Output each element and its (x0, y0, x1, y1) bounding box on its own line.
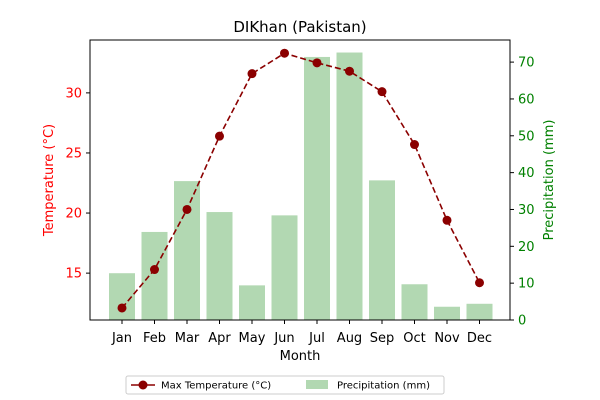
precipitation-bar-may (239, 285, 265, 320)
legend-frame (125, 375, 445, 395)
temperature-point-oct (410, 140, 419, 150)
y-right-tick-label-70: 70 (518, 56, 535, 71)
x-tick-label-apr: Apr (208, 331, 231, 346)
temperature-point-jun (280, 48, 289, 58)
temperature-point-mar (182, 204, 192, 214)
temperature-line-layer (117, 48, 484, 313)
x-tick-label-sep: Sep (370, 331, 395, 346)
y-axis-left-label: Temperature (°C) (42, 124, 57, 237)
y-right-tick-label-20: 20 (518, 240, 535, 255)
y-right-tick-label-50: 50 (518, 129, 535, 144)
y-left-tick-label-30: 30 (65, 86, 82, 101)
axes-layer: Jan Feb Mar Apr May Jun Jul Aug Sep Oct Nov Dec 15 20… (65, 39, 535, 346)
precipitation-bar-dec (466, 303, 493, 320)
x-tick-label-oct: Oct (403, 331, 425, 346)
temperature-point-nov (442, 215, 452, 225)
precipitation-bar-mar (174, 181, 200, 320)
y-right-tick-label-60: 60 (518, 92, 535, 107)
x-tick-label-jun: Jun (273, 331, 294, 346)
x-tick-label-dec: Dec (467, 331, 492, 346)
plot-frame (89, 39, 511, 321)
legend: Max Temperature (°C) Precipitation (mm) (125, 375, 445, 395)
labels-layer: DIKhan (Pakistan) Month Temperature (°C)… (42, 18, 557, 364)
x-axis-label: Month (280, 349, 321, 364)
precipitation-bar-feb (141, 231, 168, 320)
temperature-point-aug (345, 66, 354, 76)
legend-label-temperature: Max Temperature (°C) (161, 381, 271, 392)
precipitation-bar-jul (304, 56, 330, 320)
x-tick-label-feb: Feb (143, 331, 166, 346)
temperature-point-dec (475, 278, 484, 288)
x-tick-label-aug: Aug (337, 331, 362, 346)
y-left-tick-label-25: 25 (65, 146, 82, 161)
temperature-point-jul (312, 58, 322, 68)
y-left-tick-label-20: 20 (65, 207, 82, 222)
precipitation-bars (109, 52, 493, 320)
precipitation-bar-jun (271, 215, 298, 320)
precipitation-bar-aug (336, 52, 363, 320)
temperature-point-feb (150, 265, 159, 275)
legend-label-precipitation: Precipitation (mm) (337, 381, 430, 392)
y-right-tick-label-30: 30 (518, 203, 535, 218)
y-axis-right-label: Precipitation (mm) (542, 120, 557, 241)
chart-title: DIKhan (Pakistan) (233, 18, 366, 36)
legend-bar-swatch (306, 380, 328, 389)
temperature-line (121, 52, 481, 309)
y-left-tick-label-15: 15 (65, 267, 82, 282)
precipitation-bar-nov (434, 306, 460, 320)
temperature-point-sep (377, 87, 387, 97)
x-tick-label-jan: Jan (111, 331, 132, 346)
legend-marker-swatch (138, 380, 148, 390)
precipitation-bar-apr (206, 212, 233, 320)
y-right-tick-label-0: 0 (518, 314, 526, 329)
x-tick-label-jul: Jul (308, 331, 325, 346)
y-right-tick-label-10: 10 (518, 277, 535, 292)
temperature-point-jan (117, 303, 127, 313)
temperature-point-apr (215, 131, 224, 141)
y-right-tick-label-40: 40 (518, 166, 535, 181)
temperature-point-may (247, 69, 257, 79)
precipitation-bar-oct (401, 284, 428, 320)
x-tick-label-mar: Mar (175, 331, 200, 346)
x-tick-label-nov: Nov (434, 331, 460, 346)
precipitation-bar-sep (369, 180, 395, 320)
x-tick-label-may: May (239, 331, 266, 346)
